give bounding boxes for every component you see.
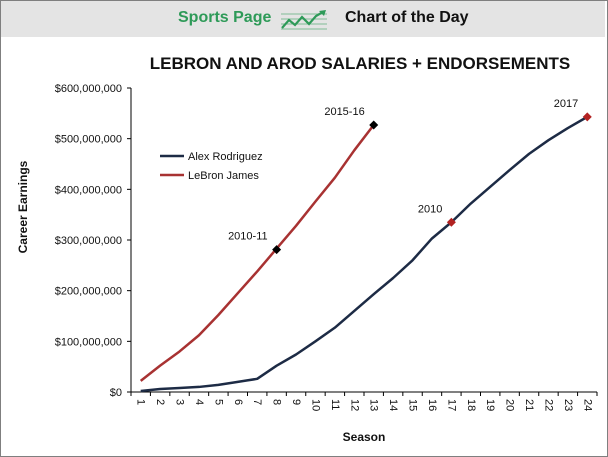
x-tick-label: 14 (387, 399, 399, 411)
x-tick-label: 19 (484, 399, 496, 411)
x-tick-label: 5 (212, 399, 224, 405)
plot-area: $0 $100,000,000 $200,000,000 $300,000,000 $4… (55, 83, 598, 411)
annotation-label: 2015-16 (324, 106, 364, 118)
legend-label: Alex Rodriguez (188, 151, 263, 163)
legend-label: LeBron James (188, 170, 259, 182)
trend-chart-icon (281, 10, 327, 30)
x-axis-title: Season (343, 430, 386, 444)
series-line-1 (139, 124, 375, 382)
annotation-marker (369, 120, 379, 130)
y-tick-label: $500,000,000 (55, 134, 122, 146)
x-tick-label: 24 (581, 399, 593, 411)
y-tick-label: $600,000,000 (55, 83, 122, 95)
annotation-label: 2010 (418, 203, 442, 215)
x-tick-label: 22 (542, 399, 554, 411)
brand-title: Sports Page (178, 9, 272, 26)
header-banner: Sports Page Chart of the Day (1, 1, 605, 37)
x-tick-label: 12 (348, 399, 360, 411)
x-tick-label: 3 (174, 399, 186, 405)
x-tick-label: 13 (368, 399, 380, 411)
x-tick-label: 4 (193, 399, 205, 405)
annotation-label: 2010-11 (228, 231, 268, 243)
x-tick-label: 20 (504, 399, 516, 411)
chart-title: LEBRON AND AROD SALARIES + ENDORSEMENTS (150, 54, 570, 73)
x-tick-label: 6 (232, 399, 244, 405)
series-line-0 (140, 115, 588, 393)
x-tick-label: 11 (329, 399, 341, 410)
x-tick-label: 21 (523, 399, 535, 411)
y-tick-label: $200,000,000 (55, 286, 122, 298)
section-title: Chart of the Day (345, 9, 469, 26)
y-tick-label: $400,000,000 (55, 184, 122, 196)
x-tick-label: 23 (562, 399, 574, 411)
x-tick-label: 10 (309, 399, 321, 411)
y-tick-label: $0 (110, 387, 122, 399)
x-tick-label: 15 (407, 399, 419, 411)
annotation-label: 2017 (554, 98, 578, 110)
x-tick-label: 2 (154, 399, 166, 405)
x-tick-label: 16 (426, 399, 438, 411)
x-tick-label: 1 (135, 399, 147, 405)
y-axis-title: Career Earnings (16, 160, 30, 253)
annotation-marker (582, 112, 592, 122)
y-tick-label: $100,000,000 (55, 336, 122, 348)
annotation-marker (446, 217, 456, 227)
y-tick-label: $300,000,000 (55, 235, 122, 247)
x-tick-label: 7 (251, 399, 263, 405)
x-tick-label: 9 (290, 399, 302, 405)
x-tick-label: 18 (465, 399, 477, 411)
x-tick-label: 8 (271, 399, 283, 405)
x-tick-label: 17 (445, 399, 457, 411)
annotation-marker (272, 245, 282, 255)
